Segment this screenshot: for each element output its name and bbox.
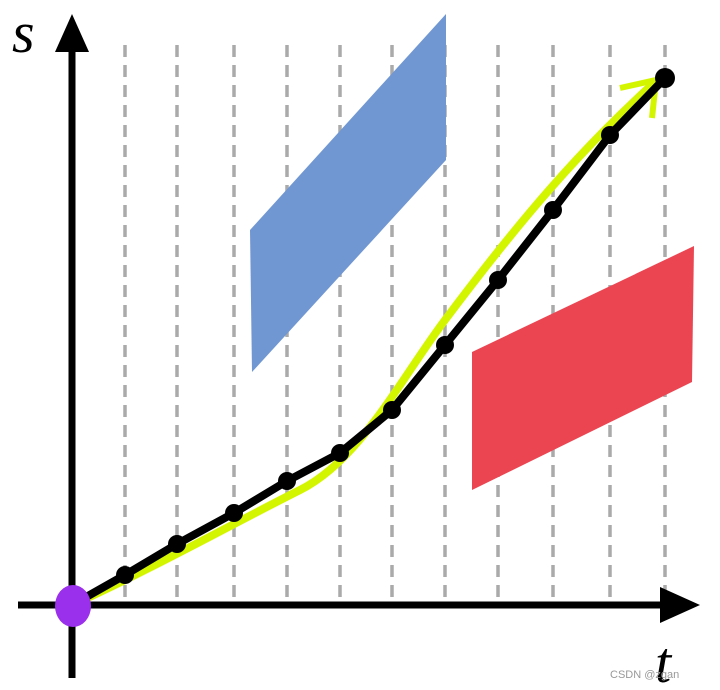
y-arrow [55,14,89,52]
blue-obstacle [250,14,446,372]
point [116,566,134,584]
start-point [55,585,91,627]
mask [0,0,720,45]
x-axis-label: t [655,630,673,690]
point [278,472,296,490]
path-points [116,68,675,584]
red-obstacle [472,246,694,490]
point [383,401,401,419]
point [436,336,454,354]
point [601,126,619,144]
point [655,68,675,88]
watermark: CSDN @zgan [610,669,679,681]
point [331,444,349,462]
axes [18,45,665,678]
point [544,201,562,219]
point [225,504,243,522]
y-axis-label: s [12,0,35,65]
x-arrow [660,587,700,623]
point [168,535,186,553]
point [489,271,507,289]
path-polyline [70,75,668,609]
